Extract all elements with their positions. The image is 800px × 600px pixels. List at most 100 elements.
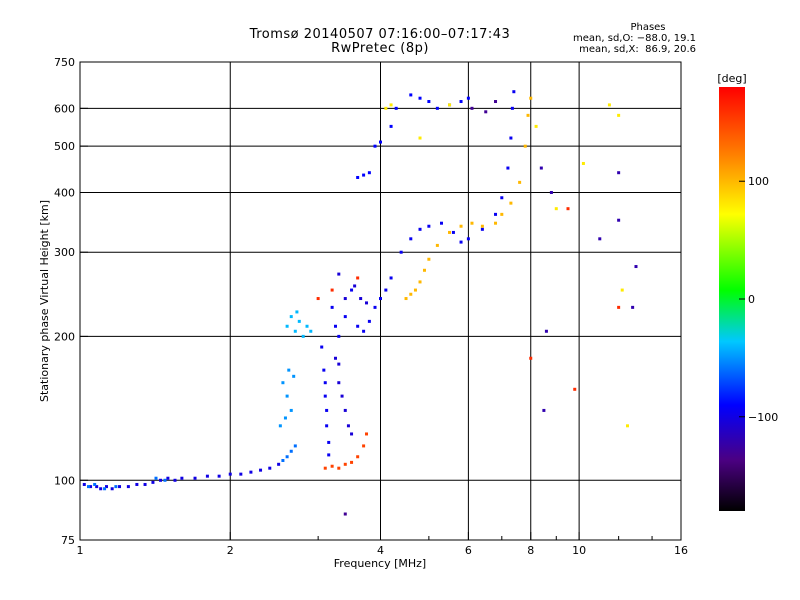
data-point xyxy=(278,424,282,428)
data-point xyxy=(289,408,293,412)
data-point xyxy=(346,424,350,428)
data-point xyxy=(413,288,417,292)
data-point xyxy=(118,485,122,489)
y-tick-label: 500 xyxy=(54,140,75,153)
data-point xyxy=(362,173,366,177)
data-point xyxy=(350,288,354,292)
data-point xyxy=(180,476,184,480)
data-point xyxy=(598,237,602,241)
data-point xyxy=(283,416,287,420)
data-point xyxy=(337,272,341,276)
data-point xyxy=(427,257,431,261)
data-point xyxy=(365,432,369,436)
colorbar-tick-label: 100 xyxy=(748,175,769,188)
y-tick-label: 75 xyxy=(61,534,75,547)
x-tick-label: 2 xyxy=(227,544,234,557)
data-point xyxy=(356,175,360,179)
data-point xyxy=(581,161,585,165)
data-point xyxy=(343,512,347,516)
data-point xyxy=(285,324,289,328)
data-point xyxy=(356,455,360,459)
colorbar-ticks: 100 0 −100 xyxy=(739,175,778,424)
data-point xyxy=(379,297,382,301)
data-point xyxy=(529,96,533,100)
data-point xyxy=(289,315,293,319)
data-point xyxy=(159,478,163,482)
data-point xyxy=(409,292,413,296)
plot-grid xyxy=(80,62,681,540)
data-point xyxy=(470,221,474,225)
data-point xyxy=(337,466,341,470)
data-point xyxy=(173,478,177,482)
data-point xyxy=(484,110,488,114)
data-point xyxy=(448,230,452,234)
data-point xyxy=(333,356,337,360)
data-point xyxy=(451,230,455,234)
data-point xyxy=(389,276,393,280)
data-point xyxy=(480,227,484,231)
colorbar-label: [deg] xyxy=(717,72,746,85)
data-point xyxy=(333,324,337,328)
data-point xyxy=(379,140,382,144)
data-point xyxy=(281,458,285,462)
data-point xyxy=(409,237,413,241)
data-point xyxy=(356,276,360,280)
data-point xyxy=(330,305,334,309)
x-axis-title: Frequency [MHz] xyxy=(334,557,426,570)
data-point xyxy=(494,212,498,216)
data-point xyxy=(330,464,334,468)
x-tick-label: 6 xyxy=(465,544,472,557)
data-point xyxy=(418,96,422,100)
data-point xyxy=(539,166,543,170)
data-point xyxy=(634,265,638,269)
data-point xyxy=(480,224,484,228)
x-tick-label: 8 xyxy=(527,544,534,557)
data-point xyxy=(459,100,463,104)
data-point xyxy=(287,368,291,372)
x-tick-label: 10 xyxy=(572,544,586,557)
data-point xyxy=(99,487,103,491)
data-point xyxy=(316,297,320,301)
chart-title: Tromsø 20140507 07:16:00–07:17:43 xyxy=(249,27,511,42)
y-axis: 75 100 200 300 400 500 600 750 xyxy=(54,56,88,547)
x-tick-label: 16 xyxy=(674,544,688,557)
data-point xyxy=(297,319,301,323)
data-point xyxy=(327,453,331,457)
data-point xyxy=(343,315,347,319)
data-point xyxy=(435,106,439,110)
data-point xyxy=(418,227,422,231)
data-point xyxy=(427,224,431,228)
data-point xyxy=(217,474,221,478)
data-point xyxy=(617,171,621,175)
y-tick-label: 200 xyxy=(54,330,75,343)
colorbar-tick-label: 0 xyxy=(748,293,755,306)
data-point xyxy=(89,485,93,489)
data-point xyxy=(409,93,413,97)
data-point xyxy=(506,166,510,170)
data-point xyxy=(494,221,498,225)
data-point xyxy=(529,356,533,360)
data-point xyxy=(384,288,388,292)
data-point xyxy=(343,297,347,301)
data-point xyxy=(337,334,341,338)
data-point xyxy=(322,368,326,372)
data-point xyxy=(384,106,388,110)
data-point xyxy=(289,449,293,453)
data-point xyxy=(337,362,341,366)
y-axis-title: Stationary phase Virtual Height [km] xyxy=(38,200,51,402)
data-point xyxy=(103,487,107,491)
data-point xyxy=(542,408,546,412)
data-point xyxy=(510,106,514,110)
x-axis: 1 2 4 6 8 10 16 xyxy=(77,532,688,557)
data-point xyxy=(330,288,334,292)
data-point xyxy=(285,455,289,459)
data-point xyxy=(427,100,431,104)
data-point xyxy=(394,106,398,110)
data-point xyxy=(500,212,504,216)
data-point xyxy=(295,310,299,314)
data-point xyxy=(350,432,354,436)
data-point xyxy=(500,196,504,200)
data-point xyxy=(353,284,357,288)
